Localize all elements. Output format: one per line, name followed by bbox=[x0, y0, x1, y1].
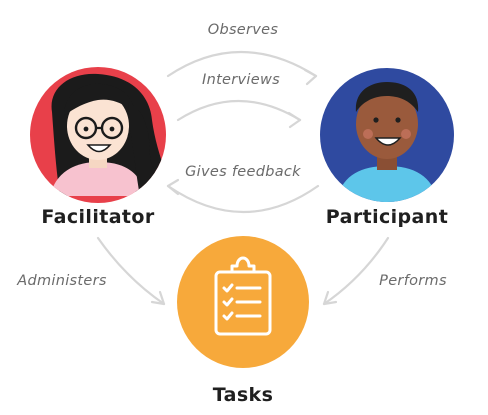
interviews-label: Interviews bbox=[202, 72, 280, 88]
woman-avatar-icon bbox=[50, 73, 166, 196]
gives-feedback-arrow bbox=[166, 184, 320, 214]
gives-feedback-label: Gives feedback bbox=[185, 164, 301, 180]
observes-arrowhead bbox=[303, 68, 318, 86]
participant-node: Participant bbox=[320, 68, 454, 228]
tasks-node: Tasks bbox=[177, 236, 309, 406]
facilitator-label: Facilitator bbox=[41, 206, 155, 228]
performs-arrowhead bbox=[322, 290, 338, 306]
performs-label: Performs bbox=[379, 273, 447, 289]
interviews-arrow bbox=[176, 99, 302, 122]
facilitator-node: Facilitator bbox=[30, 67, 166, 228]
man-avatar-icon bbox=[336, 82, 438, 202]
arrows bbox=[96, 51, 390, 306]
administers-arrowhead bbox=[150, 290, 166, 306]
administers-label: Administers bbox=[16, 273, 107, 289]
observes-arrow bbox=[166, 51, 318, 78]
participant-label: Participant bbox=[326, 206, 448, 228]
interviews-arrowhead bbox=[287, 111, 302, 129]
clipboard-checklist-icon bbox=[214, 256, 272, 336]
gives-feedback-arrowhead bbox=[166, 178, 180, 196]
performs-arrow bbox=[322, 236, 390, 306]
observes-label: Observes bbox=[208, 22, 279, 38]
administers-arrow bbox=[96, 236, 166, 306]
tasks-label: Tasks bbox=[213, 384, 274, 406]
